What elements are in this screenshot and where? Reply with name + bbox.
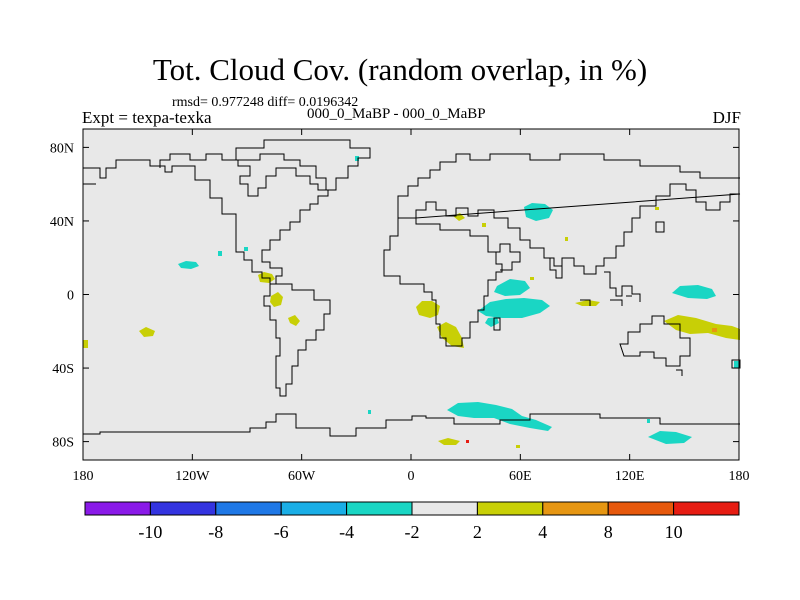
x-tick-label: 0 <box>408 469 415 484</box>
anomaly-patch-dot <box>83 340 88 348</box>
coastline-north-america <box>83 153 329 285</box>
x-tick-label: 180 <box>73 469 94 484</box>
y-tick-label: 0 <box>67 289 74 304</box>
anomaly-patch-west-pacific <box>672 285 716 299</box>
x-tick-label: 180 <box>729 469 750 484</box>
y-tick-label: 40S <box>52 362 74 377</box>
season-label: DJF <box>712 108 741 127</box>
coastline-india <box>544 257 563 279</box>
anomaly-patch-dot <box>530 277 534 280</box>
anomaly-layer <box>83 156 740 448</box>
colorbar-label: 10 <box>665 522 683 542</box>
anomaly-patch-dot <box>712 328 717 332</box>
anomaly-patch-indian-ocean <box>478 298 550 318</box>
colorbar: -10 -8 -6 -4 -2 2 4 8 10 <box>84 501 740 542</box>
anomaly-patch-south-pacific <box>664 315 740 340</box>
y-axis: 80N 40N 0 40S 80S <box>50 141 739 451</box>
colorbar-swatch <box>673 501 740 516</box>
anomaly-patch-dot <box>466 440 469 443</box>
anomaly-patch-antarctica <box>648 431 692 444</box>
colorbar-label: 4 <box>538 522 547 542</box>
anomaly-patch-antarctica-south <box>438 438 460 445</box>
colorbar-swatch <box>542 501 609 516</box>
anomaly-patch-arabian-sea <box>494 279 530 296</box>
x-tick-label: 120W <box>175 469 210 484</box>
coastlines <box>83 139 741 437</box>
anomaly-patch-dot <box>565 237 568 241</box>
colorbar-label: -2 <box>405 522 420 542</box>
coastline-antarctica <box>83 413 740 437</box>
anomaly-patch-dot <box>355 156 359 161</box>
anomaly-patch-indian-ocean-small <box>485 317 499 327</box>
anomaly-patch-dot <box>647 419 650 423</box>
y-tick-label: 80N <box>50 141 74 156</box>
anomaly-patch-dot <box>244 247 248 251</box>
statistics-label: rmsd= 0.977248 diff= 0.0196342 <box>172 95 359 110</box>
coastline-south-america <box>263 283 331 397</box>
colorbar-label: -10 <box>138 522 162 542</box>
x-tick-label: 60W <box>288 469 316 484</box>
coastline-africa <box>383 217 503 347</box>
map-title: Tot. Cloud Cov. (random overlap, in %) <box>152 52 648 87</box>
experiment-pair-label: 000_0_MaBP - 000_0_MaBP <box>307 106 486 122</box>
coastline-new-zealand <box>676 359 741 376</box>
x-axis: 180 120W 60W 0 60E 120E 180 <box>73 129 750 484</box>
colorbar-swatch <box>215 501 282 516</box>
experiment-label: Expt = texpa-texka <box>82 108 212 127</box>
map-plot-area <box>83 129 739 460</box>
anomaly-patch-dot <box>516 445 520 448</box>
anomaly-patch-dot <box>655 207 659 210</box>
anomaly-patch-dot <box>482 223 486 227</box>
colorbar-swatch <box>149 501 217 516</box>
anomaly-patch-central-africa <box>416 301 440 318</box>
colorbar-swatch <box>84 501 151 516</box>
colorbar-swatch <box>411 501 478 516</box>
anomaly-patch-dot <box>218 251 222 256</box>
colorbar-label: 8 <box>604 522 613 542</box>
coastline-madagascar <box>493 317 501 331</box>
anomaly-patch-pacific-small <box>734 361 740 368</box>
coastline-australia <box>619 315 691 367</box>
colorbar-label: -4 <box>339 522 354 542</box>
anomaly-patch-amazon <box>270 292 283 307</box>
coastline-greenland <box>235 139 371 191</box>
y-tick-label: 40N <box>50 215 74 230</box>
anomaly-patch-central-asia <box>524 203 553 221</box>
colorbar-swatch <box>280 501 348 516</box>
anomaly-patch-south-pacific-east <box>139 327 155 337</box>
coastline-eurasia <box>397 153 741 275</box>
colorbar-label: 2 <box>473 522 482 542</box>
colorbar-swatch <box>346 501 413 516</box>
anomaly-patch-eastern-indian-ocean <box>575 300 600 306</box>
x-tick-label: 60E <box>509 469 532 484</box>
colorbar-label: -8 <box>208 522 223 542</box>
colorbar-swatch <box>607 501 675 516</box>
anomaly-patch-bolivia <box>288 315 300 326</box>
colorbar-label: -6 <box>274 522 289 542</box>
y-tick-label: 80S <box>52 436 74 451</box>
anomaly-patch-dot <box>368 410 371 414</box>
x-tick-label: 120E <box>615 469 645 484</box>
colorbar-swatch <box>476 501 544 516</box>
coastline-arabia <box>488 243 521 271</box>
coastline-japan <box>655 221 665 233</box>
anomaly-patch-southern-africa <box>437 322 464 348</box>
anomaly-patch-southern-ocean <box>447 402 552 431</box>
coastline-indonesia <box>580 271 641 306</box>
anomaly-patch-east-pacific <box>178 261 199 269</box>
